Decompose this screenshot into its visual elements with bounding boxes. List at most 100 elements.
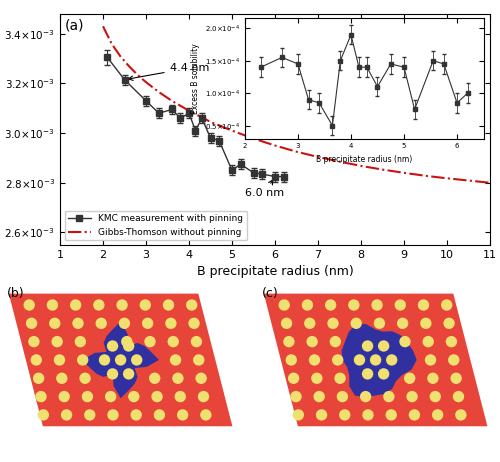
Circle shape — [418, 299, 429, 310]
Circle shape — [52, 336, 63, 347]
Circle shape — [170, 354, 181, 365]
Circle shape — [149, 372, 160, 384]
Circle shape — [425, 354, 436, 365]
Circle shape — [115, 354, 126, 365]
Circle shape — [96, 317, 107, 329]
Circle shape — [328, 317, 338, 329]
Circle shape — [311, 372, 322, 384]
Circle shape — [292, 409, 304, 420]
Circle shape — [404, 372, 415, 384]
Circle shape — [432, 409, 444, 420]
Circle shape — [123, 368, 134, 380]
Circle shape — [36, 391, 46, 402]
Circle shape — [30, 354, 42, 365]
Circle shape — [362, 368, 373, 380]
Circle shape — [334, 372, 345, 384]
Circle shape — [453, 391, 464, 402]
Circle shape — [46, 299, 58, 310]
Circle shape — [140, 299, 151, 310]
Circle shape — [444, 317, 455, 329]
Circle shape — [448, 354, 460, 365]
Circle shape — [130, 409, 142, 420]
Circle shape — [49, 317, 60, 329]
Circle shape — [54, 354, 65, 365]
Circle shape — [168, 336, 179, 347]
Circle shape — [370, 354, 382, 365]
Legend: KMC measurement with pinning, Gibbs-Thomson without pinning: KMC measurement with pinning, Gibbs-Thom… — [64, 211, 246, 240]
Circle shape — [306, 336, 318, 347]
Circle shape — [450, 372, 462, 384]
Circle shape — [105, 391, 117, 402]
Circle shape — [386, 354, 398, 365]
Circle shape — [128, 391, 140, 402]
Polygon shape — [342, 324, 416, 397]
Circle shape — [74, 336, 86, 347]
Circle shape — [408, 409, 420, 420]
Text: (b): (b) — [8, 287, 25, 300]
Circle shape — [420, 317, 432, 329]
Circle shape — [283, 336, 294, 347]
Text: (a): (a) — [64, 18, 84, 32]
Circle shape — [186, 299, 198, 310]
Circle shape — [278, 299, 290, 310]
Circle shape — [336, 391, 348, 402]
Circle shape — [84, 409, 96, 420]
Circle shape — [152, 391, 162, 402]
Circle shape — [190, 336, 202, 347]
Circle shape — [362, 409, 374, 420]
Circle shape — [286, 354, 297, 365]
Circle shape — [378, 340, 390, 352]
Circle shape — [400, 336, 410, 347]
Circle shape — [372, 299, 383, 310]
Circle shape — [422, 336, 434, 347]
Circle shape — [332, 354, 344, 365]
Circle shape — [77, 354, 88, 365]
Circle shape — [131, 354, 142, 365]
Circle shape — [394, 299, 406, 310]
Polygon shape — [82, 322, 159, 398]
Circle shape — [99, 354, 110, 365]
Circle shape — [196, 372, 207, 384]
Circle shape — [427, 372, 438, 384]
Circle shape — [56, 372, 68, 384]
Circle shape — [107, 340, 118, 352]
Circle shape — [290, 391, 302, 402]
Circle shape — [165, 317, 176, 329]
Circle shape — [304, 317, 316, 329]
Circle shape — [188, 317, 200, 329]
Circle shape — [72, 317, 84, 329]
Circle shape — [28, 336, 40, 347]
X-axis label: B precipitate radius (nm): B precipitate radius (nm) — [196, 265, 354, 278]
Circle shape — [107, 368, 118, 380]
Circle shape — [193, 354, 204, 365]
Circle shape — [33, 372, 44, 384]
Circle shape — [288, 372, 300, 384]
Circle shape — [118, 317, 130, 329]
Circle shape — [61, 409, 72, 420]
Circle shape — [339, 409, 350, 420]
Circle shape — [198, 391, 209, 402]
Circle shape — [455, 409, 466, 420]
Circle shape — [314, 391, 325, 402]
Text: 6.0 nm: 6.0 nm — [245, 180, 284, 198]
Circle shape — [177, 409, 188, 420]
Circle shape — [123, 340, 134, 352]
Circle shape — [330, 336, 341, 347]
Circle shape — [302, 299, 313, 310]
Circle shape — [121, 336, 132, 347]
Polygon shape — [9, 294, 232, 426]
Polygon shape — [264, 294, 488, 426]
Circle shape — [383, 391, 394, 402]
Circle shape — [154, 409, 165, 420]
Circle shape — [26, 317, 37, 329]
Circle shape — [144, 336, 156, 347]
Circle shape — [430, 391, 441, 402]
Circle shape — [309, 354, 320, 365]
Circle shape — [80, 372, 90, 384]
Circle shape — [82, 391, 93, 402]
Circle shape — [325, 299, 336, 310]
Circle shape — [116, 299, 128, 310]
Circle shape — [142, 317, 154, 329]
Circle shape — [108, 409, 118, 420]
Circle shape — [378, 368, 390, 380]
